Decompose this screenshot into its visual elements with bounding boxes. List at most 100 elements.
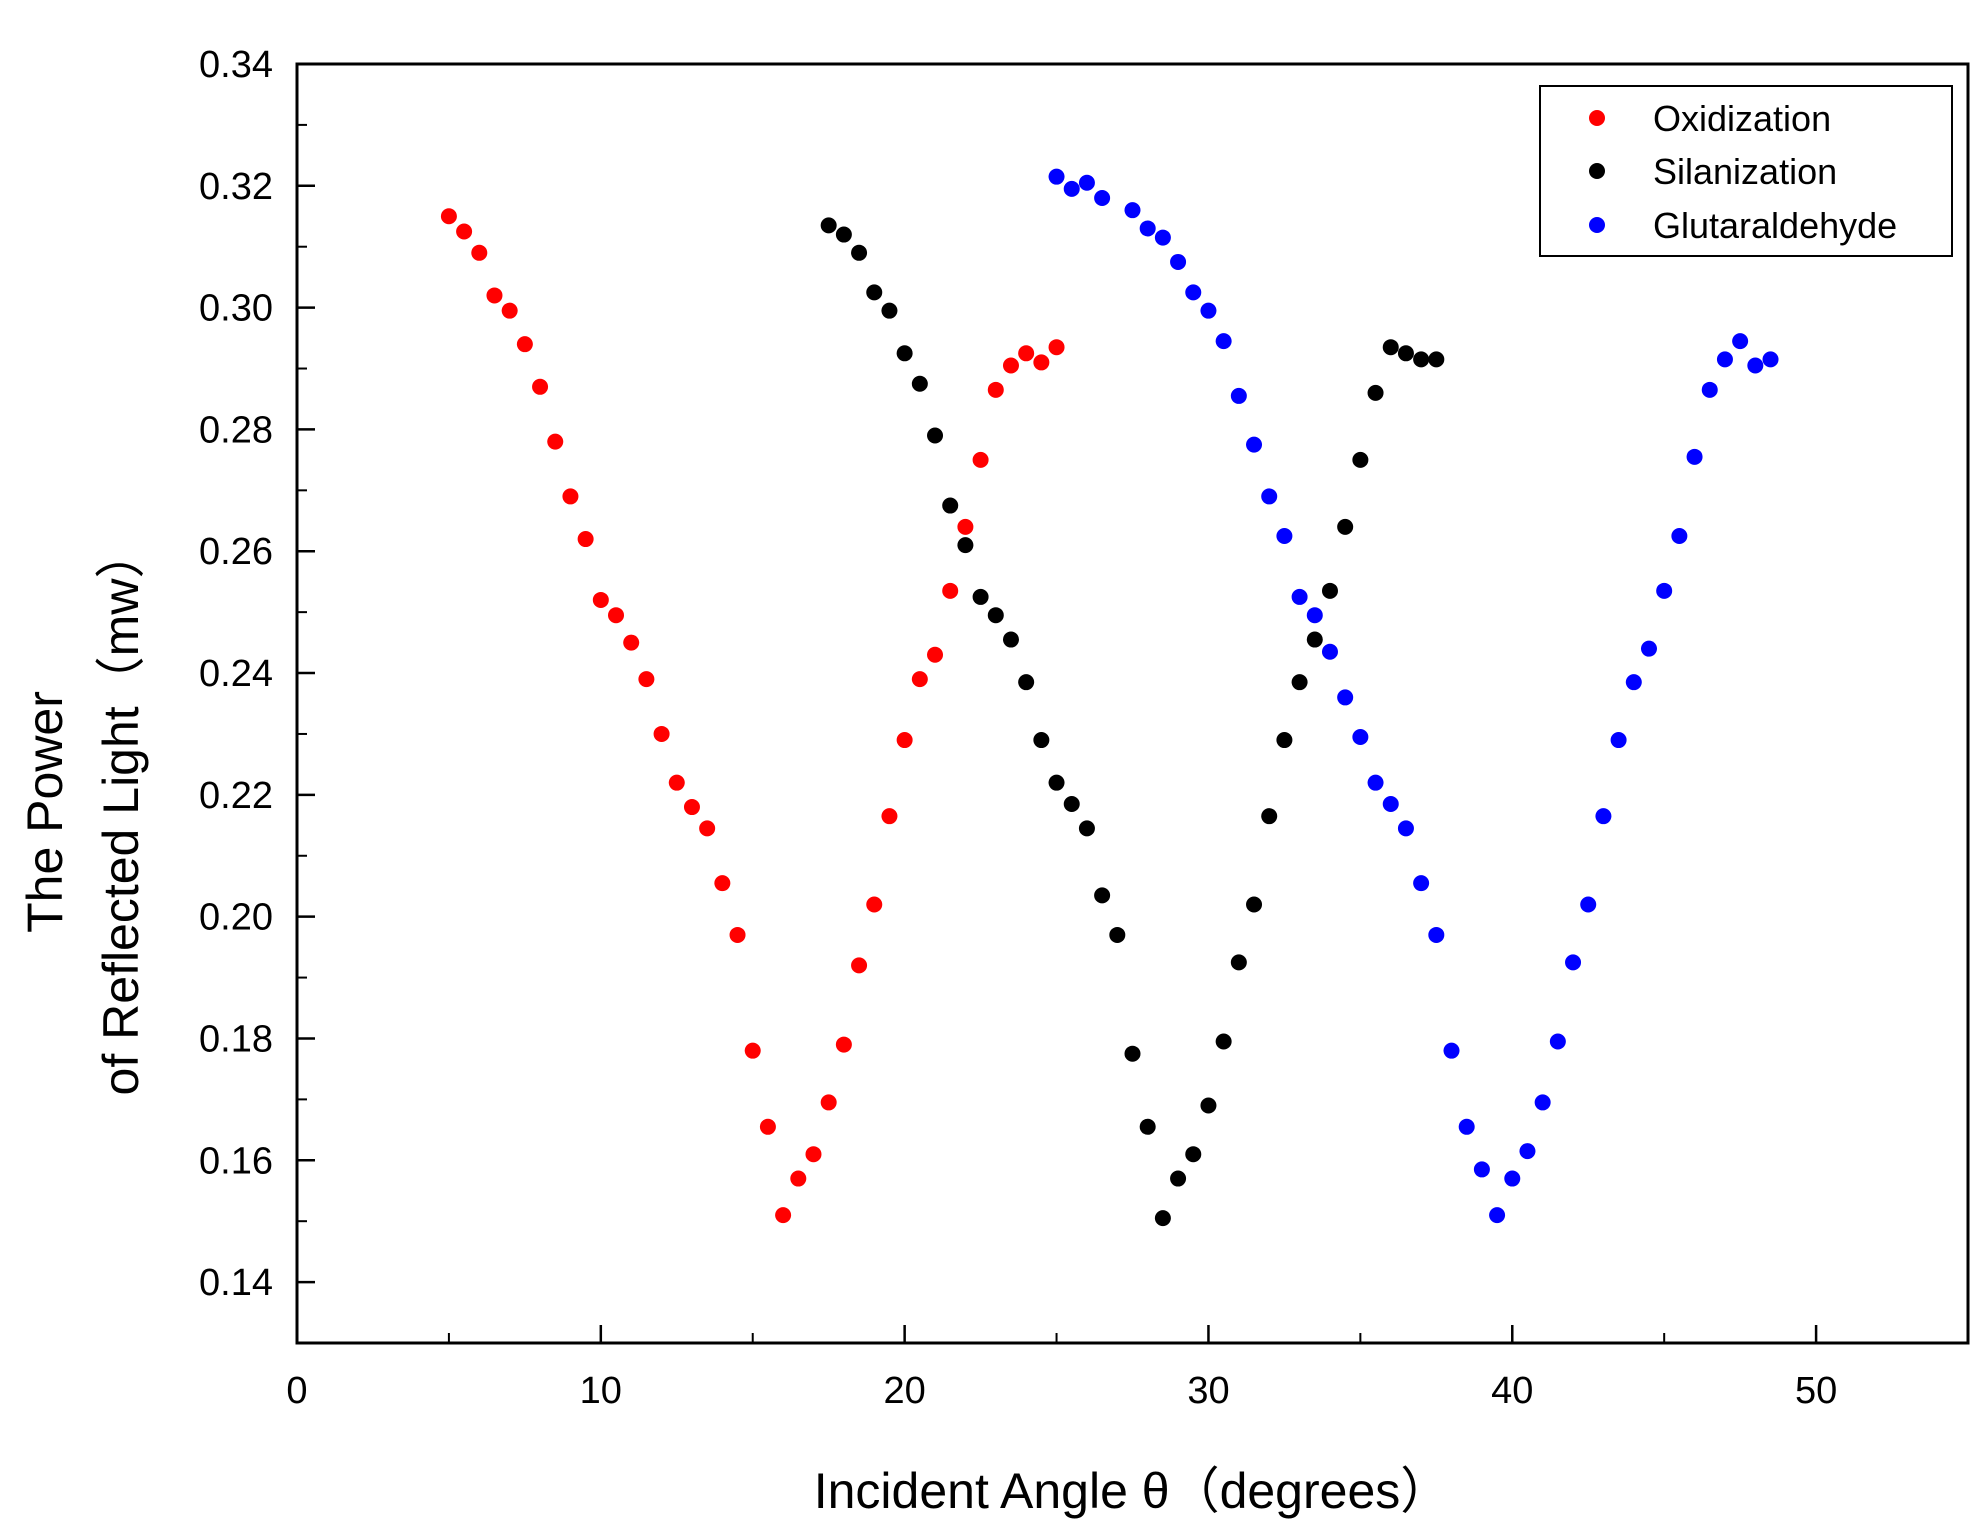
data-point-glutaraldehyde <box>1397 820 1414 837</box>
data-point-oxidization <box>532 378 549 395</box>
data-point-glutaraldehyde <box>1094 189 1111 206</box>
data-point-glutaraldehyde <box>1443 1042 1460 1059</box>
data-point-silanization <box>881 302 898 319</box>
data-point-oxidization <box>471 244 488 261</box>
data-point-oxidization <box>547 433 564 450</box>
data-point-oxidization <box>775 1207 792 1224</box>
data-point-silanization <box>1154 1210 1171 1227</box>
data-point-glutaraldehyde <box>1716 351 1733 368</box>
data-point-oxidization <box>577 531 594 548</box>
data-point-glutaraldehyde <box>1154 229 1171 246</box>
data-point-glutaraldehyde <box>1124 202 1141 219</box>
data-point-oxidization <box>957 518 974 535</box>
data-point-oxidization <box>653 725 670 742</box>
data-point-glutaraldehyde <box>1489 1207 1506 1224</box>
data-point-oxidization <box>440 208 457 225</box>
data-point-glutaraldehyde <box>1656 582 1673 599</box>
data-point-silanization <box>1215 1033 1232 1050</box>
data-point-oxidization <box>1002 357 1019 374</box>
legend-marker-glutaraldehyde <box>1589 217 1605 233</box>
data-point-oxidization <box>562 488 579 505</box>
x-tick-labels: 0 10 20 30 40 50 <box>286 1370 1837 1412</box>
data-point-glutaraldehyde <box>1321 643 1338 660</box>
data-point-oxidization <box>942 582 959 599</box>
data-point-oxidization <box>911 671 928 688</box>
data-point-glutaraldehyde <box>1534 1094 1551 1111</box>
data-point-oxidization <box>820 1094 837 1111</box>
data-point-glutaraldehyde <box>1671 528 1688 545</box>
data-point-silanization <box>942 497 959 514</box>
plot-frame <box>295 62 1970 1345</box>
legend-label-oxidization: Oxidization <box>1653 98 1831 139</box>
data-point-silanization <box>1230 954 1247 971</box>
data-point-silanization <box>1306 631 1323 648</box>
data-point-silanization <box>866 284 883 301</box>
data-point-oxidization <box>699 820 716 837</box>
data-point-oxidization <box>1018 345 1035 362</box>
legend: Oxidization Silanization Glutaraldehyde <box>1539 85 1953 257</box>
data-point-silanization <box>987 607 1004 624</box>
data-point-oxidization <box>714 875 731 892</box>
y-tick-label: 0.32 <box>199 166 273 208</box>
data-point-oxidization <box>608 607 625 624</box>
data-point-oxidization <box>638 671 655 688</box>
data-point-glutaraldehyde <box>1291 588 1308 605</box>
series-glutaraldehyde <box>1048 168 1779 1224</box>
data-point-silanization <box>1063 795 1080 812</box>
data-point-silanization <box>1428 351 1445 368</box>
data-point-oxidization <box>896 732 913 749</box>
x-axis-title: Incident Angle θ（degrees） <box>814 1463 1451 1519</box>
y-tick-label: 0.30 <box>199 288 273 330</box>
y-tick-label: 0.18 <box>199 1018 273 1060</box>
data-point-silanization <box>927 427 944 444</box>
data-point-glutaraldehyde <box>1185 284 1202 301</box>
data-point-glutaraldehyde <box>1595 808 1612 825</box>
data-point-glutaraldehyde <box>1367 774 1384 791</box>
data-point-silanization <box>1078 820 1095 837</box>
data-point-oxidization <box>744 1042 761 1059</box>
data-point-silanization <box>851 244 868 261</box>
data-point-glutaraldehyde <box>1048 168 1065 185</box>
y-tick-label: 0.20 <box>199 897 273 939</box>
y-tick-label: 0.24 <box>199 653 273 695</box>
data-point-glutaraldehyde <box>1413 875 1430 892</box>
data-point-silanization <box>1185 1146 1202 1163</box>
data-point-oxidization <box>501 302 518 319</box>
data-point-silanization <box>1413 351 1430 368</box>
data-point-glutaraldehyde <box>1078 174 1095 191</box>
legend-label-glutaraldehyde: Glutaraldehyde <box>1653 205 1897 246</box>
data-point-silanization <box>911 375 928 392</box>
data-point-silanization <box>1124 1045 1141 1062</box>
x-tick-label: 40 <box>1491 1370 1533 1412</box>
y-axis-title-line2: of Reflected Light（mw） <box>93 529 149 1096</box>
data-point-glutaraldehyde <box>1565 954 1582 971</box>
data-point-glutaraldehyde <box>1732 333 1749 350</box>
data-point-oxidization <box>683 799 700 816</box>
data-point-oxidization <box>668 774 685 791</box>
data-point-silanization <box>1246 896 1263 913</box>
data-point-glutaraldehyde <box>1519 1143 1536 1160</box>
data-point-silanization <box>1170 1170 1187 1187</box>
legend-label-silanization: Silanization <box>1653 151 1837 192</box>
data-point-oxidization <box>516 336 533 353</box>
legend-marker-silanization <box>1589 163 1605 179</box>
data-point-silanization <box>972 588 989 605</box>
data-point-oxidization <box>972 451 989 468</box>
y-tick-label: 0.22 <box>199 775 273 817</box>
data-point-silanization <box>1261 808 1278 825</box>
data-point-glutaraldehyde <box>1200 302 1217 319</box>
data-point-glutaraldehyde <box>1580 896 1597 913</box>
data-point-oxidization <box>486 287 503 304</box>
data-point-silanization <box>1048 774 1065 791</box>
data-point-glutaraldehyde <box>1549 1033 1566 1050</box>
data-point-oxidization <box>851 957 868 974</box>
y-tick-label: 0.34 <box>199 44 273 86</box>
data-point-silanization <box>1382 339 1399 356</box>
x-tick-label: 10 <box>580 1370 622 1412</box>
legend-box <box>1539 85 1953 257</box>
data-point-glutaraldehyde <box>1139 220 1156 237</box>
data-point-silanization <box>1337 518 1354 535</box>
data-point-glutaraldehyde <box>1170 253 1187 270</box>
data-point-silanization <box>896 345 913 362</box>
